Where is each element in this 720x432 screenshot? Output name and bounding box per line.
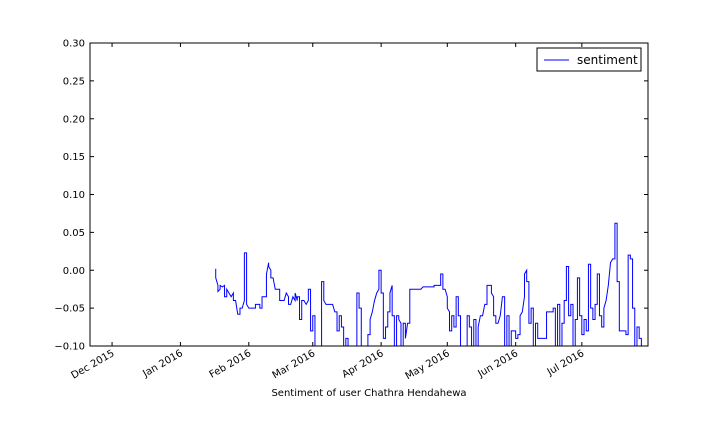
y-tick-label: −0.05 xyxy=(54,304,85,315)
x-axis-label: Sentiment of user Chathra Hendahewa xyxy=(271,388,466,399)
x-tick-label: Mar 2016 xyxy=(271,348,318,381)
y-tick-label: −0.10 xyxy=(54,342,85,353)
y-tick-label: 0.25 xyxy=(63,76,85,87)
x-tick-label: Feb 2016 xyxy=(208,348,254,381)
y-tick-label: 0.20 xyxy=(63,114,85,125)
legend-label-sentiment: sentiment xyxy=(577,53,638,67)
x-tick-label: Dec 2015 xyxy=(69,348,116,382)
x-tick-label: May 2016 xyxy=(404,348,452,382)
legend: sentiment xyxy=(536,47,642,72)
x-tick-label: Jul 2016 xyxy=(545,348,587,378)
y-tick-label: 0.10 xyxy=(63,190,85,201)
y-tick-label: 0.15 xyxy=(63,152,85,163)
x-tick-label: Apr 2016 xyxy=(340,348,385,380)
plot-frame xyxy=(89,42,649,347)
y-tick-label: 0.00 xyxy=(63,266,85,277)
y-tick-label: 0.30 xyxy=(63,39,85,50)
series-line-sentiment xyxy=(215,222,648,346)
y-axis: 0.30 0.25 0.20 0.15 0.10 0.05 0.00 −0.05 −0.10 xyxy=(54,39,648,353)
x-tick-label: Jun 2016 xyxy=(475,348,520,380)
x-tick-label: Jan 2016 xyxy=(140,348,185,380)
y-tick-label: 0.05 xyxy=(63,228,85,239)
legend-box xyxy=(536,47,642,72)
